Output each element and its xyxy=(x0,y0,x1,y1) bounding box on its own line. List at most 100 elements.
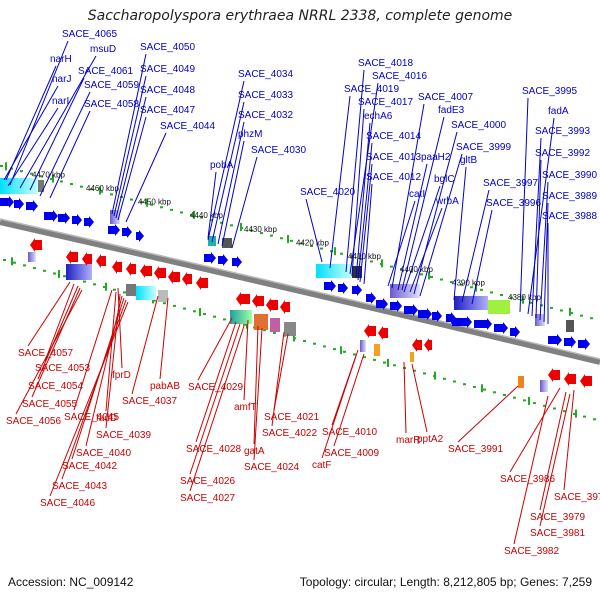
forward-gene-arrow xyxy=(122,226,132,238)
reverse-gene-arrow xyxy=(112,260,122,274)
reverse-gene-arrow xyxy=(378,326,388,340)
upper-major-tick xyxy=(287,235,289,244)
reverse-gene-arrow xyxy=(252,294,264,308)
reverse-label-leader xyxy=(37,285,79,380)
forward-gene-arrow xyxy=(578,338,590,350)
reverse-gene-arrow xyxy=(96,254,106,268)
forward-gene-label: echA6 xyxy=(364,111,393,122)
reverse-gene-label: SACE_4057 xyxy=(18,348,73,359)
forward-gene-label: SACE_4061 xyxy=(78,66,133,77)
forward-label-leader xyxy=(221,140,245,247)
upper-tick-dot xyxy=(340,252,343,255)
reverse-gene-label: SACE_4054 xyxy=(28,381,83,392)
upper-tick-dot xyxy=(520,299,523,302)
lower-tick-dot xyxy=(323,345,326,348)
forward-label-leader xyxy=(113,75,147,217)
reverse-gene-label: gatA xyxy=(244,446,265,457)
forward-gene-label: phzM xyxy=(238,129,262,140)
forward-gene-label: SACE_4017 xyxy=(358,97,413,108)
reverse-gene-arrow xyxy=(424,338,432,352)
upper-tick-dot xyxy=(400,268,403,271)
forward-gene-arrow xyxy=(418,308,432,320)
forward-gene-label: SACE_3988 xyxy=(542,211,597,222)
lower-tick-dot xyxy=(423,372,426,375)
lower-tick-dot xyxy=(483,388,486,391)
reverse-feature-box xyxy=(230,310,252,324)
forward-label-leader xyxy=(3,85,59,181)
upper-tick-dot xyxy=(320,247,323,250)
upper-tick-dot xyxy=(180,211,183,214)
forward-gene-label: fadA xyxy=(548,106,569,117)
forward-gene-label: SACE_3996 xyxy=(486,198,541,209)
forward-label-leader xyxy=(401,116,445,291)
reverse-label-leader xyxy=(195,321,237,443)
upper-tick-dot xyxy=(440,278,443,281)
forward-label-leader xyxy=(345,69,365,273)
reverse-gene-arrow xyxy=(182,272,192,286)
forward-gene-arrow xyxy=(218,254,228,266)
lower-tick-dot xyxy=(263,329,266,332)
forward-label-leader xyxy=(461,189,490,303)
reverse-gene-arrow xyxy=(280,300,290,314)
forward-label-leader xyxy=(413,131,458,295)
reverse-label-leader xyxy=(27,281,71,347)
lower-tick-dot xyxy=(53,272,56,275)
upper-tick-dot xyxy=(390,265,393,268)
upper-tick-dot xyxy=(270,234,273,237)
forward-gene-label: catI xyxy=(409,189,425,200)
forward-gene-arrow xyxy=(510,326,520,338)
lower-tick-dot xyxy=(593,418,596,421)
upper-major-tick xyxy=(381,259,383,268)
lower-tick-dot xyxy=(373,358,376,361)
lower-major-tick xyxy=(528,396,530,405)
upper-tick-dot xyxy=(100,190,103,193)
upper-major-tick xyxy=(5,162,7,171)
reverse-gene-label: SACE_4021 xyxy=(264,412,319,423)
forward-label-leader xyxy=(305,198,323,263)
reverse-gene-label: SACE_4045 xyxy=(64,412,119,423)
reverse-gene-label: SACE_4042 xyxy=(62,461,117,472)
forward-gene-label: SACE_4020 xyxy=(300,187,355,198)
forward-gene-label: SACE_4065 xyxy=(62,29,117,40)
reverse-label-leader xyxy=(197,317,233,381)
upper-tick-dot xyxy=(300,242,303,245)
reverse-feature-box xyxy=(360,340,366,352)
lower-tick-dot xyxy=(553,407,556,410)
reverse-gene-label: SACE_4028 xyxy=(186,444,241,455)
lower-tick-dot xyxy=(13,261,16,264)
reverse-label-leader xyxy=(253,327,263,461)
lower-tick-dot xyxy=(503,394,506,396)
reverse-gene-arrow xyxy=(154,266,166,280)
lower-tick-dot xyxy=(123,291,126,294)
reverse-feature-box xyxy=(126,284,136,296)
forward-label-leader xyxy=(7,107,59,187)
forward-label-leader xyxy=(5,65,57,181)
forward-label-leader xyxy=(231,156,258,249)
upper-tick-dot xyxy=(530,301,533,304)
forward-label-leader xyxy=(49,110,91,199)
forward-gene-arrow xyxy=(72,214,82,226)
lower-tick-dot xyxy=(573,412,576,415)
reverse-feature-box xyxy=(254,314,268,330)
upper-tick-dot xyxy=(40,175,43,178)
lower-major-tick xyxy=(340,346,342,355)
forward-gene-arrow xyxy=(548,334,562,346)
reverse-gene-label: SACE_4024 xyxy=(244,462,299,473)
upper-tick-dot xyxy=(290,239,293,242)
upper-major-tick xyxy=(146,198,148,207)
upper-tick-dot xyxy=(200,216,203,219)
lower-tick-dot xyxy=(273,331,276,334)
reverse-gene-label: SACE_3979 xyxy=(530,512,585,523)
reverse-gene-label: SACE_3991 xyxy=(448,444,503,455)
reverse-label-leader xyxy=(131,295,159,395)
upper-tick-dot xyxy=(310,244,313,247)
forward-label-leader xyxy=(217,121,245,245)
genome-backbone xyxy=(0,219,600,365)
forward-gene-arrow xyxy=(324,280,336,292)
forward-gene-label: SACE_3990 xyxy=(542,170,597,181)
upper-tick-dot xyxy=(470,286,473,289)
reverse-label-leader xyxy=(85,295,123,447)
forward-gene-arrow xyxy=(474,318,492,330)
reverse-gene-arrow xyxy=(82,252,92,266)
upper-tick-dot xyxy=(420,273,423,276)
